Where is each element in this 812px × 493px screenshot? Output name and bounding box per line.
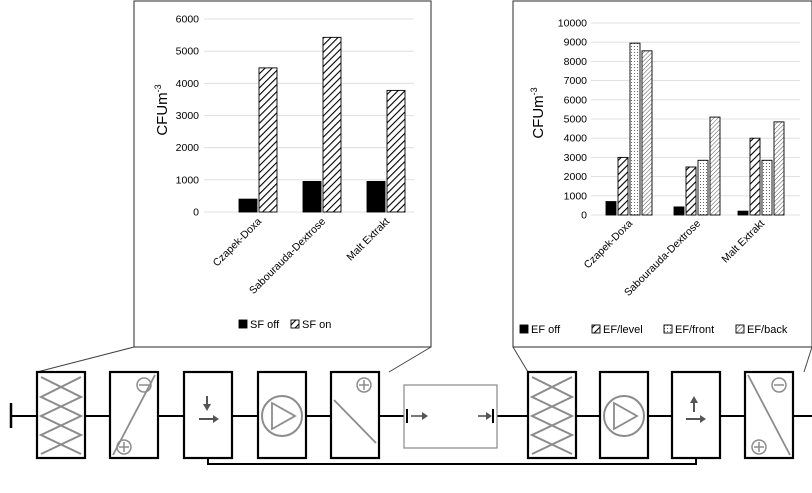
y-tick-label: 2000 xyxy=(176,142,200,154)
legend-swatch xyxy=(735,324,745,334)
bar-hatch-fine xyxy=(641,50,653,216)
y-tick-label: 6000 xyxy=(564,94,588,106)
chart-1-connector-left xyxy=(36,346,135,373)
chart-2-y-ticks: 0 1000 2000 3000 4000 5000 6000 7000 8000 9000 100… xyxy=(558,18,587,222)
chart-2-legend: EF off EF/level EF/front EF/back xyxy=(519,324,788,336)
bar-hatch-wide xyxy=(617,156,629,216)
bar-hatch-fine xyxy=(773,121,785,216)
bar-solid xyxy=(366,180,386,213)
bar-hatch-wide xyxy=(386,89,406,213)
bar-hatch-wide xyxy=(322,36,342,213)
bar-hatch-wide xyxy=(258,67,278,213)
chart-2-bars xyxy=(605,42,785,216)
mixing-damper-2-icon xyxy=(670,370,722,460)
legend-label: SF on xyxy=(302,319,331,331)
chart-1-connector-right xyxy=(388,346,432,373)
room-box-icon xyxy=(403,384,498,449)
y-tick-label: 1000 xyxy=(564,190,588,202)
chart-1-y-ticks: 0 1000 2000 3000 4000 5000 6000 xyxy=(176,14,200,219)
bar-hatch-wide xyxy=(685,166,697,216)
chart-1-bars xyxy=(238,36,406,213)
y-tick-label: 6000 xyxy=(176,14,200,26)
legend-swatch xyxy=(663,324,673,334)
legend-label: SF off xyxy=(250,319,280,331)
filter-2-icon xyxy=(526,370,578,460)
bar-solid xyxy=(238,198,258,213)
y-tick-label: 2000 xyxy=(564,171,588,183)
y-tick-label: 3000 xyxy=(564,152,588,164)
y-tick-label: 1000 xyxy=(176,174,200,186)
chart-2-connector-left xyxy=(512,346,529,373)
y-tick-label: 0 xyxy=(193,207,199,219)
legend-swatch xyxy=(591,324,601,334)
y-tick-label: 7000 xyxy=(564,75,588,87)
legend-label: EF off xyxy=(531,324,561,336)
y-tick-label: 10000 xyxy=(558,18,587,30)
chart-2-connector-right xyxy=(803,346,812,373)
bar-solid xyxy=(737,210,749,216)
legend-label: EF/level xyxy=(603,324,643,336)
legend-swatch xyxy=(238,319,248,329)
filter-1-icon xyxy=(35,370,87,460)
bar-dots xyxy=(629,42,641,216)
fan-2-icon xyxy=(598,370,650,460)
heat-exchanger-2-icon xyxy=(743,370,795,460)
heat-exchanger-1-icon xyxy=(108,370,160,460)
bar-solid xyxy=(605,201,617,216)
y-tick-label: 9000 xyxy=(564,37,588,49)
chart-2-y-axis-label: CFUm-3 xyxy=(529,87,547,138)
bar-solid xyxy=(302,180,322,213)
legend-swatch xyxy=(519,324,529,334)
y-tick-label: 8000 xyxy=(564,56,588,68)
y-tick-label: 4000 xyxy=(564,133,588,145)
y-tick-label: 3000 xyxy=(176,110,200,122)
chart-1-legend: SF off SF on xyxy=(238,319,331,331)
mixing-damper-1-icon xyxy=(182,370,234,460)
ahu-schematic xyxy=(9,370,812,465)
legend-swatch xyxy=(290,319,300,329)
chart-1-y-axis-label: CFUm-3 xyxy=(153,84,171,135)
bar-dots xyxy=(761,159,773,216)
y-tick-label: 0 xyxy=(581,210,587,222)
recirculation-duct xyxy=(207,458,697,465)
legend-label: EF/front xyxy=(675,324,714,336)
legend-label: EF/back xyxy=(747,324,788,336)
chart-1-frame xyxy=(133,0,432,348)
bar-solid xyxy=(673,206,685,216)
bar-dots xyxy=(697,159,709,216)
fan-1-icon xyxy=(256,370,308,460)
bar-hatch-wide xyxy=(749,137,761,216)
y-tick-label: 5000 xyxy=(564,114,588,126)
bar-hatch-fine xyxy=(709,116,721,216)
y-tick-label: 5000 xyxy=(176,46,200,58)
y-tick-label: 4000 xyxy=(176,78,200,90)
heater-1-icon xyxy=(329,370,381,460)
